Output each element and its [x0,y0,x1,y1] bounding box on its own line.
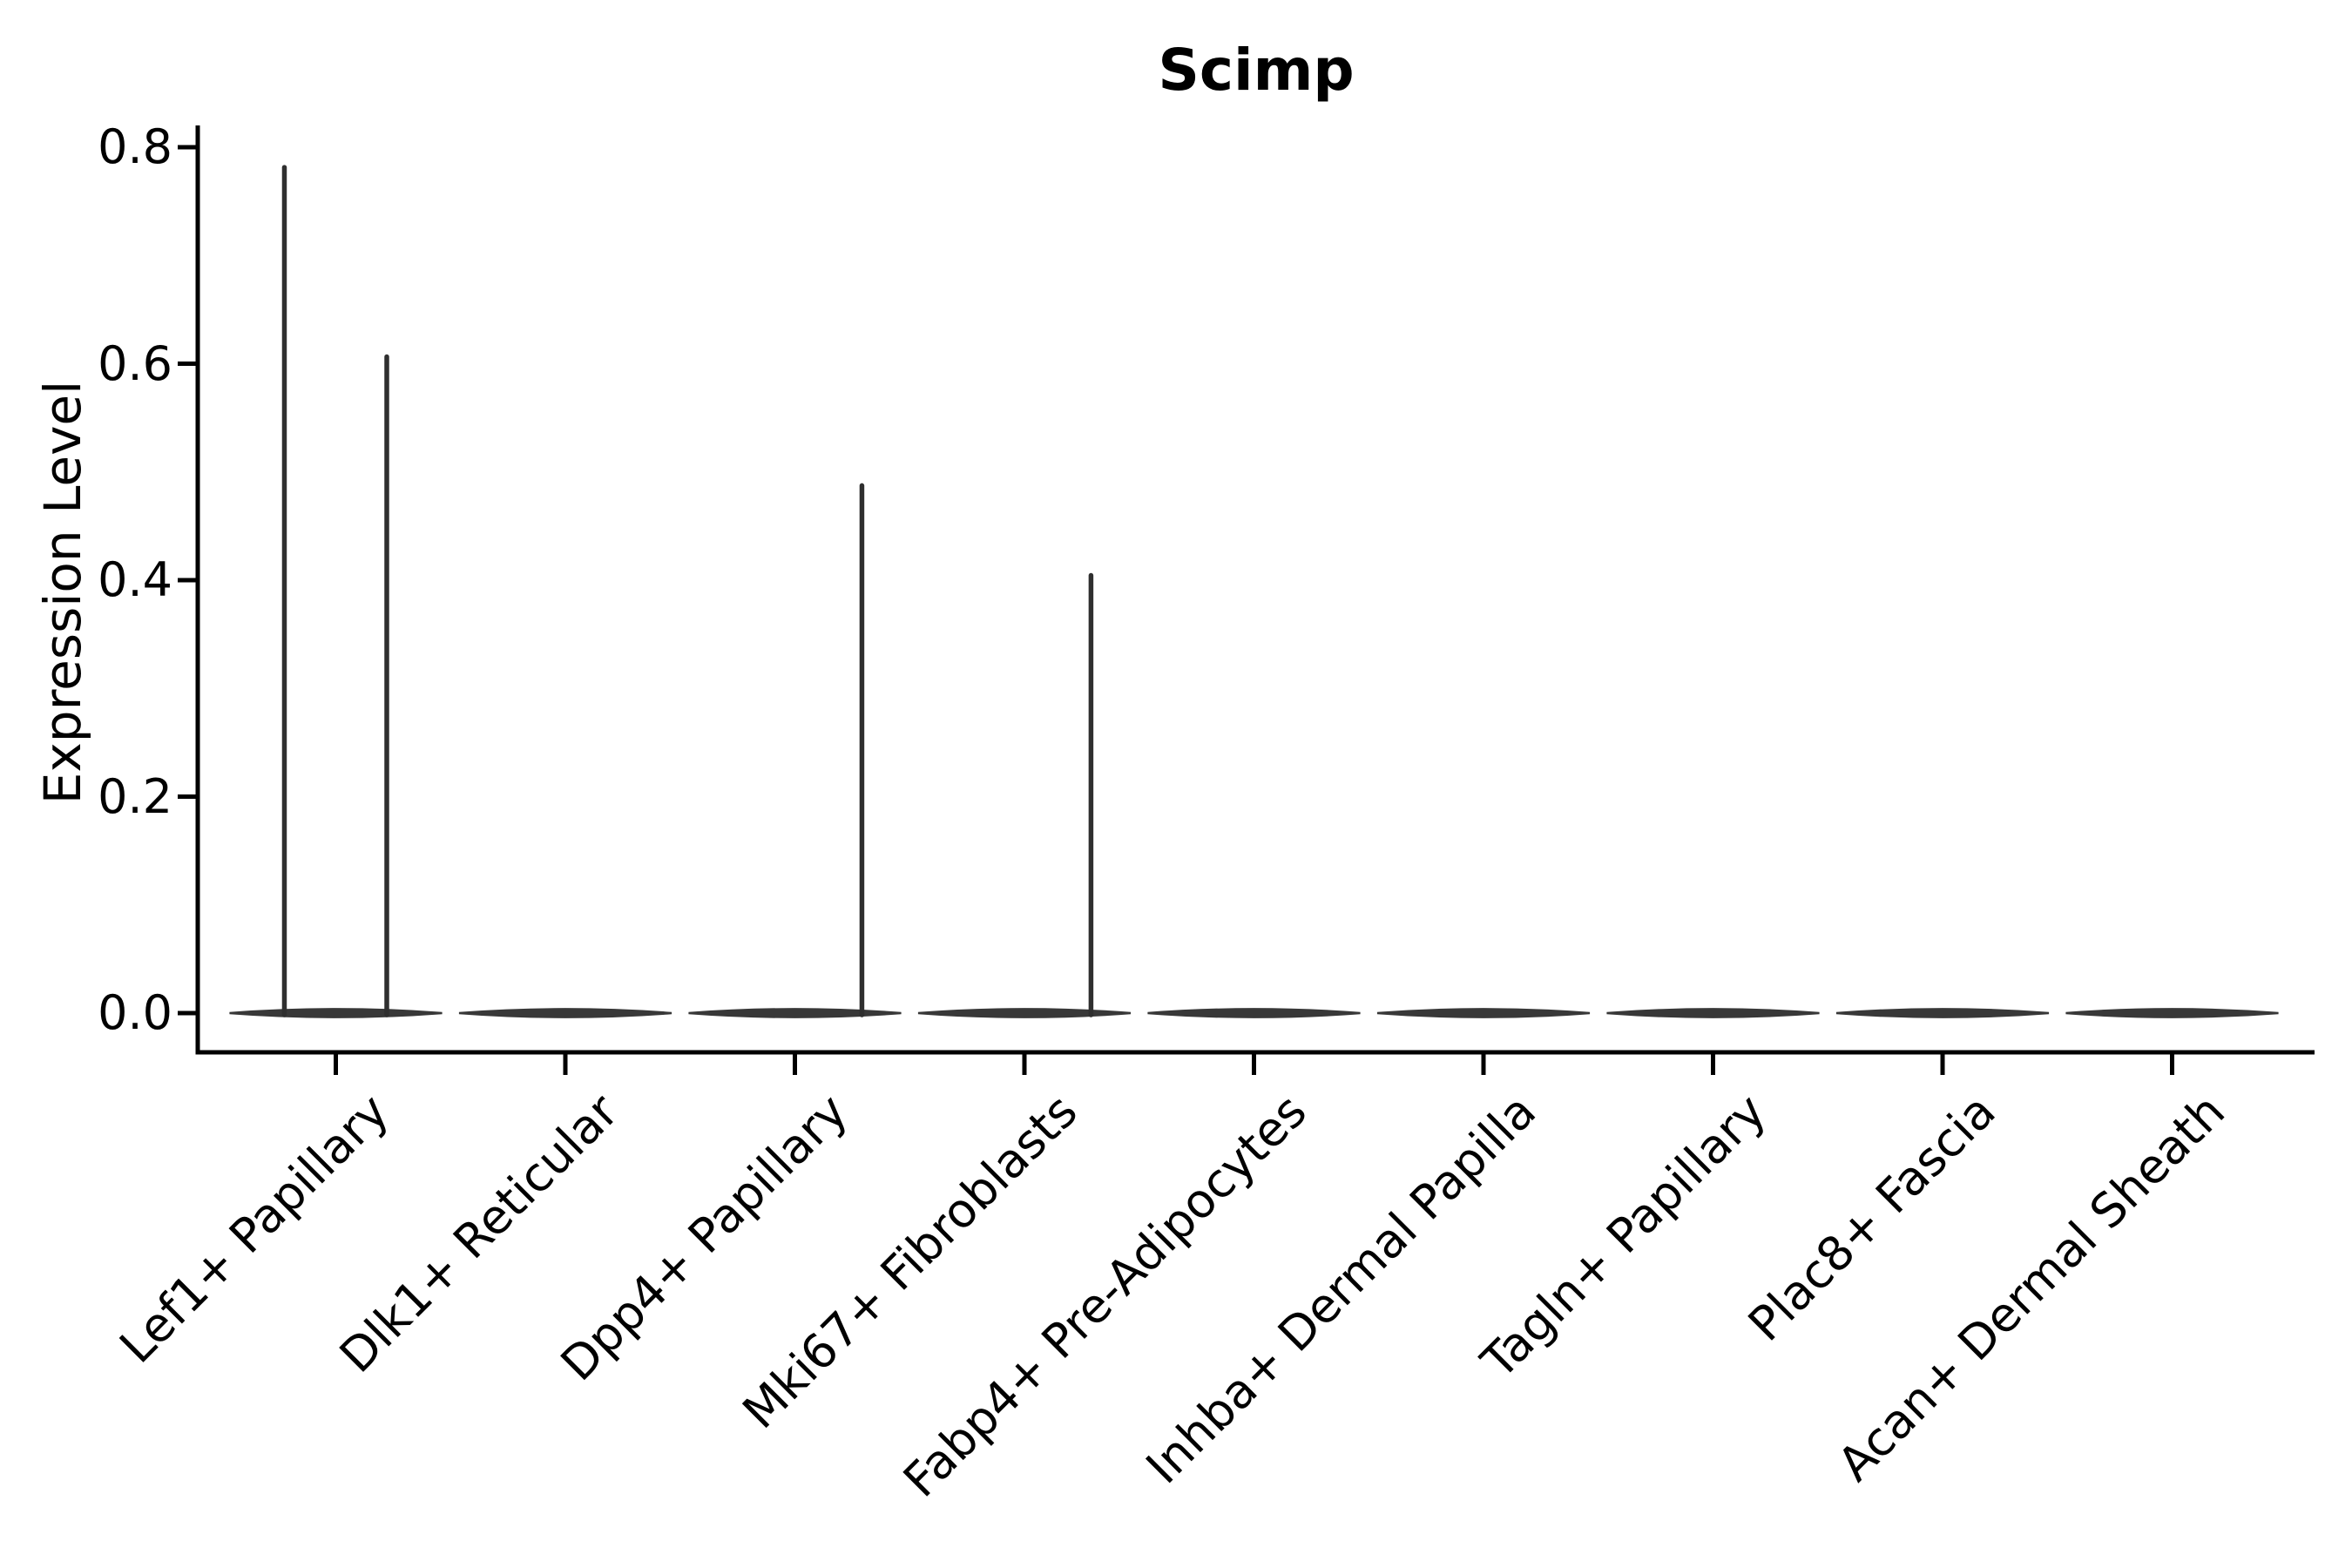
y-tick-label: 0.2 [98,768,172,824]
violin-body [458,1008,672,1018]
y-tick-label: 0.0 [98,985,172,1040]
y-tick-label: 0.6 [98,335,172,391]
violin-body [1835,1008,2050,1018]
y-tick-label: 0.8 [98,119,172,174]
y-axis-label: Expression Level [33,380,92,805]
plot-title: Scimp [1158,37,1355,104]
violin-body [229,1008,443,1018]
violin-body [1606,1008,1820,1018]
violin-body [2065,1008,2279,1018]
violin-body [917,1008,1132,1018]
y-tick-label: 0.4 [98,552,172,607]
violin-body [688,1008,902,1018]
violin-body [1376,1008,1591,1018]
violin-body [1147,1008,1361,1018]
